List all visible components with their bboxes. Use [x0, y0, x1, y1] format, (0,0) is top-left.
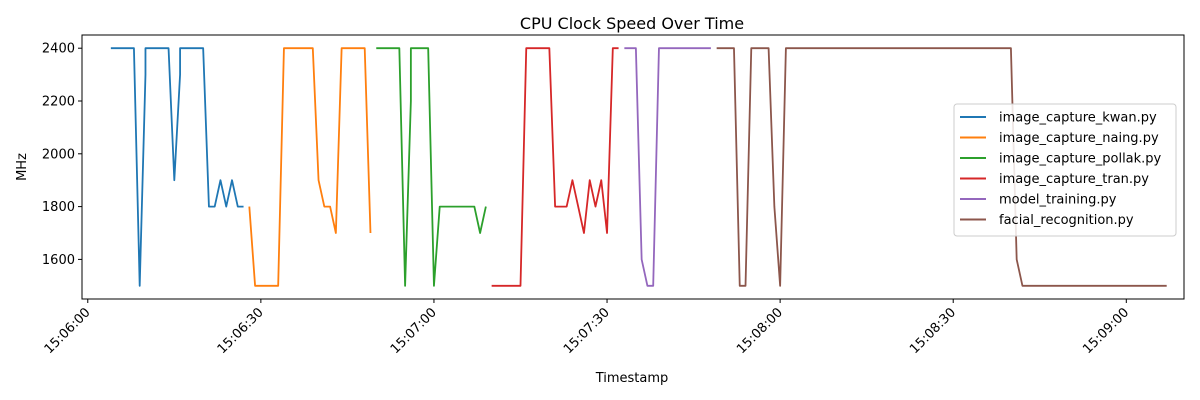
y-tick-label: 2400: [42, 42, 75, 57]
x-axis-title: Timestamp: [595, 371, 669, 386]
legend-label: image_capture_tran.py: [999, 172, 1149, 187]
y-axis-title: MHz: [15, 153, 30, 181]
legend-label: facial_recognition.py: [999, 213, 1134, 228]
plot-lines: [110, 47, 1167, 287]
y-tick-label: 2000: [42, 147, 75, 162]
y-tick-label: 2200: [42, 95, 75, 110]
legend-label: model_training.py: [999, 193, 1117, 208]
series-line-3: [376, 47, 487, 287]
series-line-2: [248, 47, 372, 287]
x-tick-label: 15:06:30: [215, 305, 267, 357]
plot-frame: [81, 34, 1185, 300]
y-tick-label: 1800: [42, 200, 75, 215]
series-line-4: [491, 47, 619, 287]
y-tick-label: 1600: [42, 253, 75, 268]
legend-box: [953, 103, 1177, 237]
x-tick-label: 15:08:00: [734, 305, 786, 357]
series-line-5: [624, 47, 711, 287]
x-tick-label: 15:08:30: [907, 305, 959, 357]
legend-label: image_capture_kwan.py: [999, 111, 1157, 126]
y-axis: 1600 1800 2000 2200 2400: [42, 42, 82, 268]
series-line-1: [110, 47, 244, 287]
x-tick-label: 15:07:30: [561, 305, 613, 357]
legend-label: image_capture_pollak.py: [999, 152, 1162, 167]
x-tick-label: 15:07:00: [388, 305, 440, 357]
chart-title: CPU Clock Speed Over Time: [520, 14, 744, 33]
series-line-6: [716, 47, 1167, 287]
x-axis: 15:06:00 15:06:30 15:07:00 15:07:30 15:08:00…: [42, 299, 1132, 357]
x-tick-label: 15:06:00: [42, 305, 94, 357]
legend-label: image_capture_naing.py: [999, 131, 1159, 146]
x-tick-label: 15:09:00: [1080, 305, 1132, 357]
legend: image_capture_kwan.py image_capture_naing…: [953, 103, 1177, 237]
